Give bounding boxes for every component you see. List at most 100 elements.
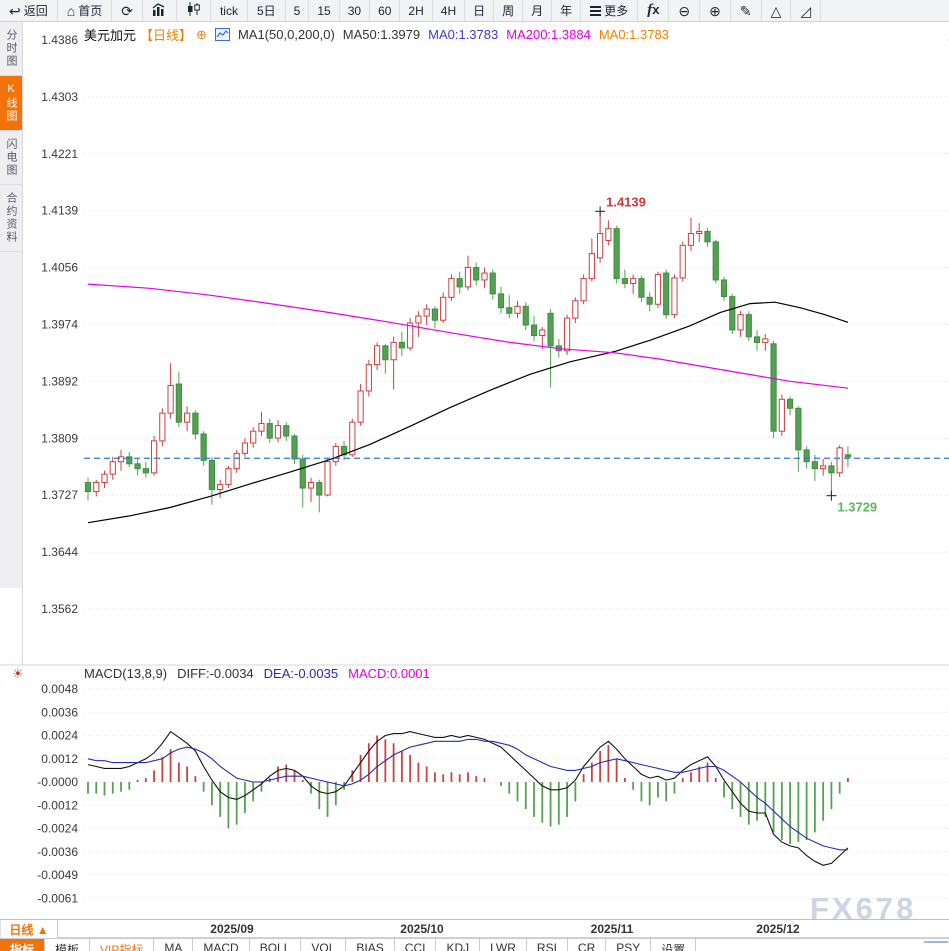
candle-body — [770, 343, 777, 432]
toolbar-button-formula[interactable]: fx — [638, 0, 670, 21]
toolbar-button-interval-month[interactable]: 月 — [523, 0, 553, 21]
macd-legend-item-3: MACD:0.0001 — [348, 666, 430, 681]
mini-scrollbar[interactable] — [924, 941, 948, 943]
toolbar-button-shape-more[interactable]: ◿ — [791, 0, 822, 21]
toolbar-button-zoom-in[interactable]: ⊕ — [700, 0, 731, 21]
macd-hist-bar — [533, 782, 535, 817]
zoom-out-icon: ⊖ — [678, 2, 691, 19]
macd-hist-bar — [723, 782, 725, 798]
macd-hist-bar — [235, 782, 238, 825]
sidebar-item-kline-chart[interactable]: K线图 — [0, 76, 22, 131]
ma-legend-item-2: MA200:1.3884 — [506, 27, 591, 42]
ma-legend-item-0: MA50:1.3979 — [342, 27, 421, 42]
macd-hist-bar — [202, 782, 205, 792]
candle-body — [497, 293, 505, 309]
tab-psy[interactable]: PSY — [606, 939, 652, 951]
macd-hist-bar — [244, 782, 246, 813]
macd-legend-item-0: MACD(13,8,9) — [84, 666, 168, 681]
toolbar-button-interval-2h[interactable]: 2H — [400, 0, 433, 21]
macd-diff-line — [87, 730, 849, 866]
macd-hist-bar — [359, 754, 362, 782]
toolbar-button-interval-tick[interactable]: tick — [211, 0, 248, 21]
candle-body — [638, 278, 645, 298]
tab-settings[interactable]: 设置 — [651, 939, 697, 951]
toolbar-button-home[interactable]: ⌂ 首页 — [58, 0, 113, 21]
tab-vol[interactable]: VOL — [301, 939, 347, 951]
toolbar-button-interval-week[interactable]: 周 — [494, 0, 524, 21]
toolbar-label-interval-day: 日 — [473, 4, 486, 18]
tab-vip-indicators[interactable]: VIP指标 — [90, 939, 155, 951]
toolbar-button-interval-15[interactable]: 15 — [309, 0, 340, 21]
toolbar-button-draw[interactable]: ✎ — [731, 0, 762, 21]
period-selector[interactable]: 日线 ▲ — [0, 920, 58, 938]
area-chart-icon — [152, 2, 167, 19]
tab-lwr[interactable]: LWR — [480, 939, 527, 951]
candle-body — [134, 463, 141, 470]
toolbar-button-zoom-out[interactable]: ⊖ — [669, 0, 701, 21]
tab-templates[interactable]: 模板 — [45, 939, 91, 951]
macd-hist-bar — [706, 762, 709, 782]
candle-body — [299, 458, 306, 489]
price-macd-chart[interactable]: 1.4386 1.4303 1.4221 1.4139 1.4056 1.3974 1.38… — [0, 22, 949, 919]
toolbar-button-shape-triangle[interactable]: △ — [762, 0, 792, 21]
candle-body — [820, 465, 827, 470]
toolbar-button-back[interactable]: ↩ 返回 — [0, 0, 58, 21]
macd-hist-bar — [136, 780, 139, 782]
toolbar-button-interval-4h[interactable]: 4H — [433, 0, 466, 21]
toolbar-button-candle-chart[interactable] — [177, 0, 211, 21]
toolbar-label-interval-5d: 5日 — [256, 4, 276, 18]
toolbar-label-interval-30: 30 — [347, 3, 362, 18]
candle-body — [431, 308, 439, 321]
macd-hist-bar — [813, 782, 816, 833]
tab-rsi[interactable]: RSI — [527, 939, 568, 951]
mini-chart-icon[interactable] — [214, 28, 230, 41]
macd-axis-label: -0.0061 — [37, 891, 78, 905]
sidebar-item-contract-info[interactable]: 合约资料 — [0, 185, 22, 252]
macd-hist-bar — [334, 782, 337, 806]
indicator-settings-icon[interactable]: ☀ — [12, 666, 24, 681]
macd-hist-bar — [467, 772, 469, 782]
macd-axis-label: -0.0049 — [37, 868, 78, 882]
add-overlay-icon[interactable]: ⊕ — [196, 26, 207, 42]
tab-kdj[interactable]: KDJ — [436, 939, 481, 951]
toolbar-button-interval-day[interactable]: 日 — [465, 0, 495, 21]
toolbar-button-more[interactable]: 更多 — [581, 0, 639, 21]
candle-body — [704, 230, 711, 243]
price-axis-label: 1.4056 — [41, 261, 78, 275]
toolbar-button-interval-60[interactable]: 60 — [370, 0, 401, 21]
macd-axis-label: 0.0036 — [41, 705, 78, 719]
toolbar-button-refresh[interactable]: ⟳ — [112, 0, 143, 21]
sidebar-item-lightning-chart[interactable]: 闪电图 — [0, 131, 22, 185]
toolbar-button-interval-30[interactable]: 30 — [340, 0, 371, 21]
tab-indicators[interactable]: 指标 — [0, 939, 46, 951]
candle-body — [530, 324, 538, 336]
sidebar-item-time-chart[interactable]: 分时图 — [0, 22, 22, 76]
candle-body — [580, 278, 587, 302]
macd-hist-bar — [780, 782, 783, 841]
candle-body — [663, 272, 670, 316]
macd-hist-bar — [805, 782, 808, 841]
candle-body — [184, 412, 191, 423]
candle-body — [225, 468, 232, 486]
candle-body — [588, 253, 595, 280]
ma-settings-label[interactable]: MA1(50,0,200,0) — [237, 27, 335, 42]
tab-ma[interactable]: MA — [154, 939, 194, 951]
tab-cr[interactable]: CR — [568, 939, 607, 951]
x-axis-label: 2025/09 — [210, 922, 254, 936]
toolbar-button-interval-year[interactable]: 年 — [552, 0, 582, 21]
tab-bias[interactable]: BIAS — [346, 939, 395, 951]
candle-body — [117, 456, 125, 463]
toolbar-button-interval-5[interactable]: 5 — [286, 0, 310, 21]
tab-macd[interactable]: MACD — [193, 939, 250, 951]
toolbar-button-interval-5d[interactable]: 5日 — [248, 0, 286, 21]
tab-cci[interactable]: CCI — [395, 939, 437, 951]
candle-body — [745, 314, 752, 338]
macd-hist-bar — [153, 770, 155, 782]
ma-legend-item-1: MA0:1.3783 — [428, 27, 499, 42]
toolbar-button-timeline-chart[interactable] — [143, 0, 177, 21]
tab-boll[interactable]: BOLL — [250, 939, 302, 951]
macd-hist-bar — [747, 782, 750, 825]
macd-hist-bar — [789, 782, 791, 844]
price-axis-label: 1.4139 — [41, 204, 78, 218]
candle-body — [696, 230, 703, 235]
